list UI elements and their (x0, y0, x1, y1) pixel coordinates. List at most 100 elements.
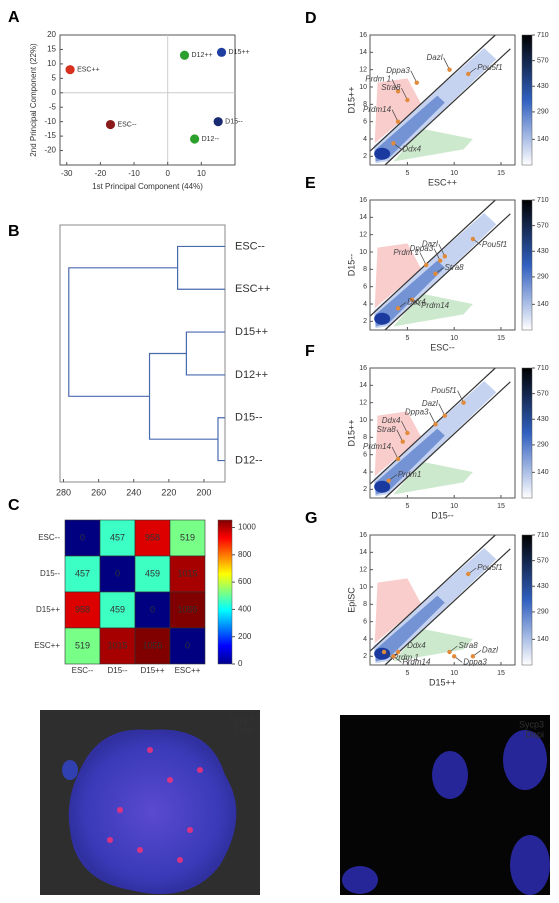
leader (457, 390, 464, 403)
cell-cluster (68, 729, 237, 895)
gene-label: Pou5f1 (482, 240, 507, 249)
gene-label: Dazl (482, 645, 498, 654)
y-tick-label: 12 (359, 67, 367, 74)
fold-line (384, 48, 511, 166)
fold-line (384, 213, 511, 331)
colorbar-tick-label: 600 (238, 577, 252, 586)
y-tick-label: 6 (363, 452, 367, 459)
heat-cell (134, 555, 171, 593)
y-tick-label: 14 (359, 49, 367, 56)
colorbar-tick-label: 710 (537, 32, 549, 39)
heat-cell (64, 519, 101, 557)
gene-point (437, 258, 443, 263)
gene-point (470, 654, 476, 659)
signal-dot (197, 767, 203, 773)
gene-label: Prdm14 (421, 301, 450, 310)
y-tick-label: 5 (52, 73, 57, 82)
gene-label: Pou5f1 (477, 63, 502, 72)
cloud-up (374, 243, 422, 309)
stain-label: Dapi (525, 729, 544, 739)
cloud-down (393, 128, 473, 162)
y-tick-label: -10 (44, 117, 56, 126)
x-tick-label: 15 (497, 670, 505, 677)
y-tick-label: 16 (359, 532, 367, 539)
y-tick-label: 10 (47, 59, 56, 68)
y-tick-label: 14 (359, 382, 367, 389)
signal-dot (177, 857, 183, 863)
colorbar-tick-label: 200 (238, 632, 252, 641)
leaf-label: D12-- (235, 454, 263, 466)
gene-label: Dazl (427, 53, 443, 62)
gene-point (451, 654, 457, 659)
heat-cell (134, 519, 171, 557)
x-tick-label: 10 (197, 169, 206, 178)
plot-frame (369, 34, 516, 166)
leader (433, 248, 441, 261)
gene-label: Dazl (422, 239, 438, 248)
x-tick-label: 10 (450, 335, 458, 342)
gene-label: Dppa3 (410, 244, 434, 253)
colorbar-tick-label: 400 (238, 605, 252, 614)
x-tick-label: -30 (61, 169, 73, 178)
point-label: ESC-- (117, 121, 137, 128)
cell-value: 459 (110, 604, 125, 614)
cell-value: 1015 (177, 568, 197, 578)
y-tick-label: 4 (363, 301, 367, 308)
y-tick-label: 2 (363, 486, 367, 493)
x-tick-label: 5 (405, 503, 409, 510)
x-tick-label: 260 (91, 487, 106, 497)
colorbar-tick-label: 710 (537, 365, 549, 372)
cloud-core (375, 428, 445, 495)
dendrogram-link (185, 331, 225, 376)
y-tick-label: 12 (359, 567, 367, 574)
leader (391, 446, 399, 460)
plot-frame (59, 224, 226, 483)
panel-letter: D (305, 10, 317, 27)
colorbar (521, 367, 533, 499)
signal-dot (107, 837, 113, 843)
colorbar-tick-label: 570 (537, 557, 549, 564)
plot-frame (369, 367, 516, 499)
x-tick-label: 10 (450, 170, 458, 177)
leader (410, 70, 418, 83)
gene-point (433, 422, 438, 427)
gene-label: Pou5f1 (431, 386, 456, 395)
fold-line (384, 548, 511, 666)
panel-letter: C (8, 497, 20, 514)
gene-point (442, 254, 448, 259)
gene-label: Prdm1 (398, 470, 422, 479)
colorbar-tick-label: 290 (537, 109, 549, 116)
gene-point (391, 141, 396, 146)
gene-label: Prdm14 (363, 442, 392, 451)
colorbar-tick-label: 140 (537, 301, 549, 308)
x-tick-label: 5 (405, 670, 409, 677)
y-tick-label: 2 (363, 318, 367, 325)
leader (396, 429, 404, 442)
y-tick-label: 4 (363, 636, 367, 643)
gene-label: Stra8 (459, 641, 479, 650)
gene-label: Stra8 (377, 425, 397, 434)
y-tick-label: 8 (363, 601, 367, 608)
leader (443, 57, 450, 70)
colorbar-tick-label: 570 (537, 222, 549, 229)
row-label: D15++ (36, 605, 60, 614)
colorbar-tick-label: 430 (537, 248, 549, 255)
gene-label: Prdm 1 (393, 653, 419, 662)
colorbar-tick-label: 570 (537, 57, 549, 64)
signal-dot (167, 777, 173, 783)
cell (503, 730, 547, 790)
y-tick-label: 10 (359, 584, 367, 591)
fold-line (369, 367, 496, 485)
colorbar-tick-label: 140 (537, 136, 549, 143)
leaf-label: D12++ (235, 369, 268, 381)
gene-point (461, 400, 466, 405)
gene-point (433, 271, 438, 276)
x-tick-label: 5 (405, 335, 409, 342)
point (179, 49, 190, 61)
row-label: ESC-- (38, 533, 60, 542)
colorbar-tick-label: 0 (238, 659, 243, 668)
y-tick-label: 20 (47, 30, 56, 39)
x-tick-label: 5 (405, 170, 409, 177)
gene-point (405, 97, 410, 103)
colorbar (521, 534, 533, 666)
